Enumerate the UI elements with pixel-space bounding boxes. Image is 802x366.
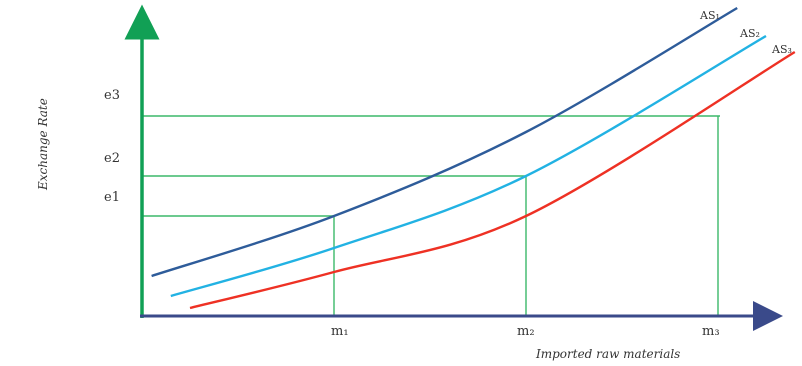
y-tick-e2: e2 xyxy=(104,151,120,166)
x-tick-m3: m₃ xyxy=(702,324,720,339)
y-tick-e3: e3 xyxy=(104,88,120,103)
y-axis-label: Exchange Rate xyxy=(36,98,50,191)
curve-as1 xyxy=(151,6,738,278)
curve-label-as1: AS₁ xyxy=(699,9,720,22)
x-axis-label: Imported raw materials xyxy=(535,347,680,361)
curve-as3 xyxy=(189,50,796,310)
x-tick-m2: m₂ xyxy=(517,324,535,339)
x-tick-m1: m₁ xyxy=(331,324,349,339)
y-tick-e1: e1 xyxy=(104,190,120,205)
curve-label-as3: AS₃ xyxy=(771,43,792,56)
curve-as2 xyxy=(170,34,767,298)
guide-lines xyxy=(142,115,720,316)
curve-label-as2: AS₂ xyxy=(739,27,760,40)
